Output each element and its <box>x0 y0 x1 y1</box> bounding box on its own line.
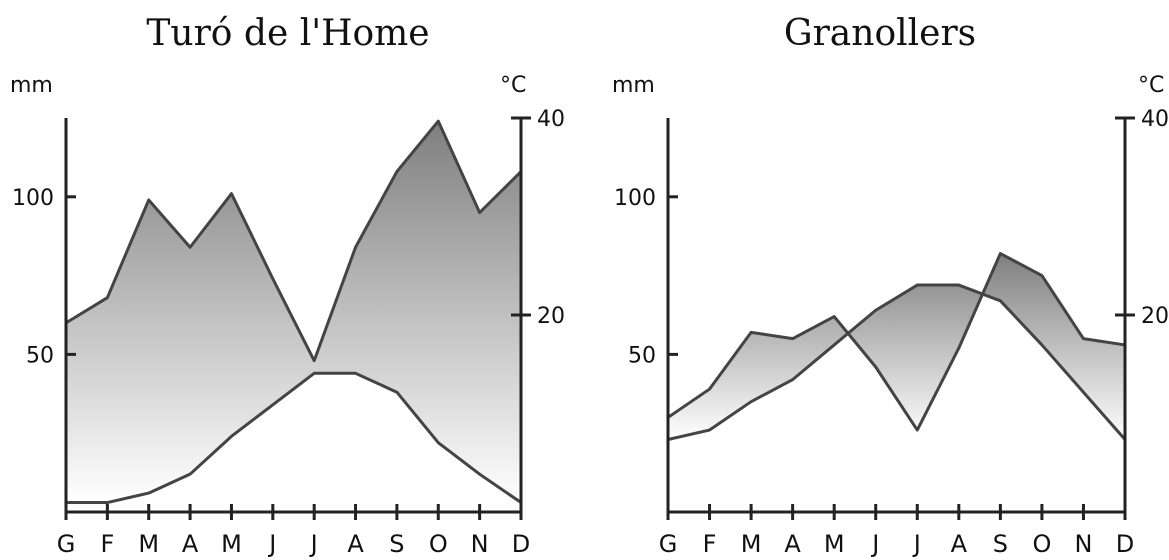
month-label: F <box>100 530 114 558</box>
month-label: G <box>659 530 678 558</box>
month-label: F <box>703 530 717 558</box>
month-label: A <box>347 530 364 558</box>
left-tick-label: 100 <box>12 186 54 211</box>
month-label: S <box>389 530 404 558</box>
precipitation-line <box>65 119 523 363</box>
chart-turo-de-lhome: Turó de l'Home mm °C G F M A M J J A S O N D5010020… <box>10 13 565 558</box>
month-label: D <box>512 530 530 558</box>
left-tick-label: 100 <box>614 186 656 211</box>
temperature-line <box>66 371 522 505</box>
right-tick-label: 40 <box>1141 107 1169 132</box>
month-label: M <box>138 530 159 558</box>
left-tick-label: 50 <box>628 343 656 368</box>
chart-title: Turó de l'Home <box>146 13 429 54</box>
precipitation-line <box>667 252 1126 432</box>
month-label: J <box>309 530 318 558</box>
month-label: A <box>951 530 968 558</box>
left-unit-label: mm <box>612 73 655 98</box>
month-label: M <box>824 530 845 558</box>
left-unit-label: mm <box>10 73 53 98</box>
right-unit-label: °C <box>1138 73 1164 98</box>
month-label: J <box>870 530 879 558</box>
temperature-line <box>667 283 1127 441</box>
month-label: N <box>471 530 489 558</box>
left-tick-label: 50 <box>26 343 54 368</box>
month-label: A <box>784 530 801 558</box>
month-label: J <box>912 530 921 558</box>
shaded-area <box>66 121 521 503</box>
month-label: J <box>267 530 276 558</box>
chart-title: Granollers <box>784 13 976 54</box>
month-label: O <box>429 530 448 558</box>
month-label: D <box>1116 530 1134 558</box>
month-label: O <box>1032 530 1051 558</box>
month-label: M <box>741 530 762 558</box>
month-label: N <box>1074 530 1092 558</box>
right-unit-label: °C <box>500 73 526 98</box>
right-tick-label: 20 <box>1141 304 1169 329</box>
month-label: A <box>182 530 199 558</box>
right-tick-label: 20 <box>537 304 565 329</box>
right-tick-label: 40 <box>537 107 565 132</box>
month-label: M <box>221 530 242 558</box>
month-label: G <box>57 530 76 558</box>
shaded-area <box>668 253 1125 440</box>
month-label: S <box>993 530 1008 558</box>
